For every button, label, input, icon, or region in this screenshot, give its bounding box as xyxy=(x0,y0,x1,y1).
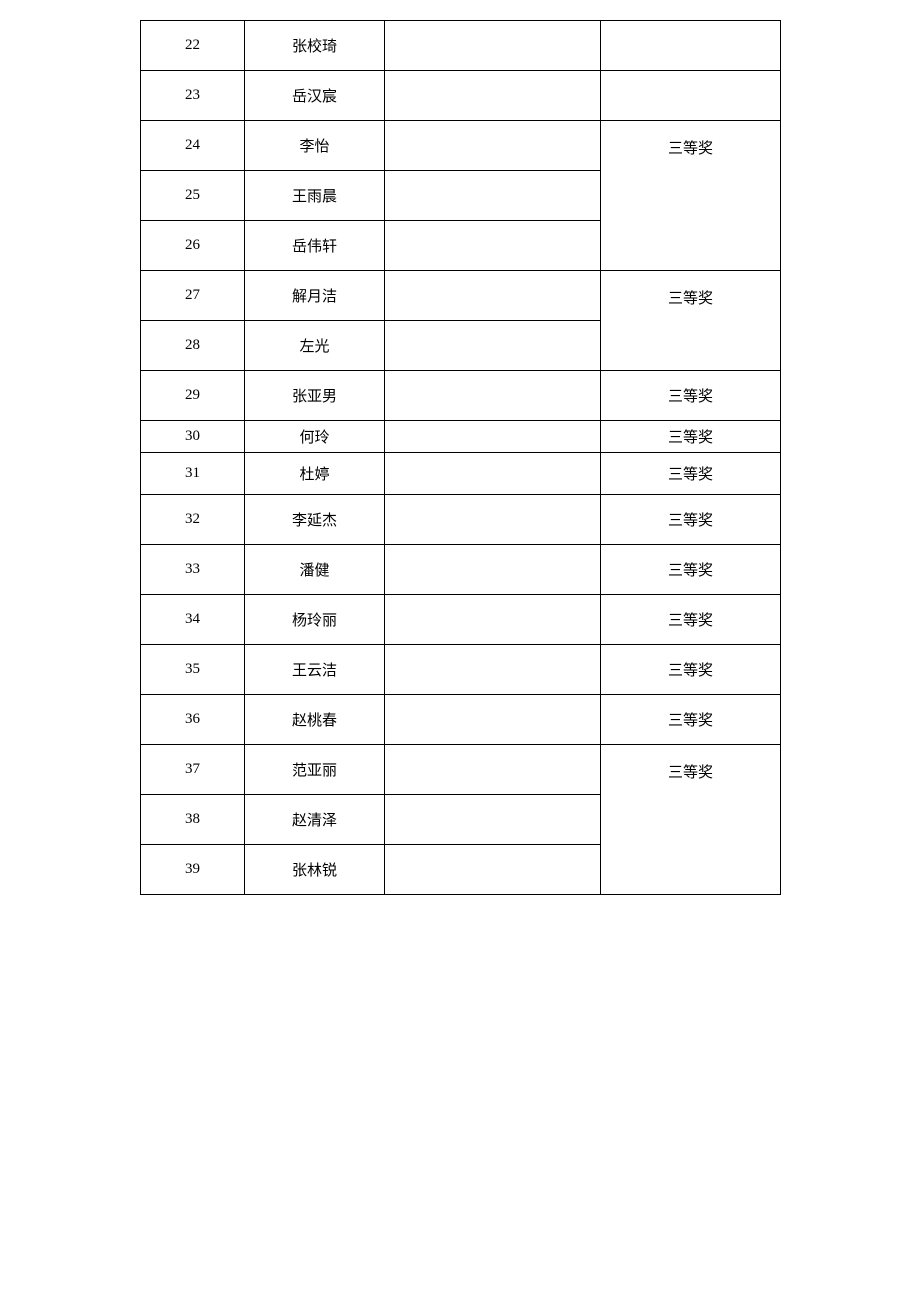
row-id: 32 xyxy=(141,495,245,545)
table-row: 32李延杰 三等奖 xyxy=(141,495,781,545)
row-col3 xyxy=(385,495,601,545)
table-row: 24李怡三等奖 xyxy=(141,121,781,171)
row-col3 xyxy=(385,371,601,421)
row-id: 39 xyxy=(141,845,245,895)
row-id: 38 xyxy=(141,795,245,845)
row-name: 左光 xyxy=(245,321,385,371)
row-id: 36 xyxy=(141,695,245,745)
row-id: 37 xyxy=(141,745,245,795)
row-award xyxy=(601,71,781,121)
row-col3 xyxy=(385,453,601,495)
row-award: 三等奖 xyxy=(601,745,781,895)
row-name: 李延杰 xyxy=(245,495,385,545)
row-col3 xyxy=(385,421,601,453)
row-award: 三等奖 xyxy=(601,271,781,371)
row-col3 xyxy=(385,21,601,71)
row-col3 xyxy=(385,545,601,595)
table-row: 37范亚丽三等奖 xyxy=(141,745,781,795)
row-col3 xyxy=(385,221,601,271)
row-name: 张亚男 xyxy=(245,371,385,421)
row-name: 李怡 xyxy=(245,121,385,171)
table-row: 30何玲 三等奖 xyxy=(141,421,781,453)
table-row: 23岳汉宸 xyxy=(141,71,781,121)
row-col3 xyxy=(385,171,601,221)
row-col3 xyxy=(385,645,601,695)
row-id: 28 xyxy=(141,321,245,371)
row-name: 赵桃春 xyxy=(245,695,385,745)
row-col3 xyxy=(385,121,601,171)
row-award: 三等奖 xyxy=(601,371,781,421)
row-award: 三等奖 xyxy=(601,121,781,271)
table-row: 31杜婷 三等奖 xyxy=(141,453,781,495)
row-name: 杨玲丽 xyxy=(245,595,385,645)
row-name: 张林锐 xyxy=(245,845,385,895)
row-name: 王云洁 xyxy=(245,645,385,695)
row-award: 三等奖 xyxy=(601,545,781,595)
row-id: 34 xyxy=(141,595,245,645)
row-name: 范亚丽 xyxy=(245,745,385,795)
row-name: 何玲 xyxy=(245,421,385,453)
table-row: 34杨玲丽 三等奖 xyxy=(141,595,781,645)
table-row: 29张亚男 三等奖 xyxy=(141,371,781,421)
row-award: 三等奖 xyxy=(601,595,781,645)
row-col3 xyxy=(385,745,601,795)
table-container: 22张校琦23岳汉宸24李怡三等奖25王雨晨26岳伟轩27解月洁三等奖28左光2… xyxy=(140,20,780,895)
row-name: 岳伟轩 xyxy=(245,221,385,271)
row-col3 xyxy=(385,795,601,845)
table-row: 36赵桃春 三等奖 xyxy=(141,695,781,745)
row-id: 35 xyxy=(141,645,245,695)
table-row: 35王云洁 三等奖 xyxy=(141,645,781,695)
row-name: 赵清泽 xyxy=(245,795,385,845)
row-col3 xyxy=(385,595,601,645)
row-name: 解月洁 xyxy=(245,271,385,321)
row-name: 杜婷 xyxy=(245,453,385,495)
row-award xyxy=(601,21,781,71)
row-id: 30 xyxy=(141,421,245,453)
row-id: 23 xyxy=(141,71,245,121)
row-id: 33 xyxy=(141,545,245,595)
row-name: 潘健 xyxy=(245,545,385,595)
row-award: 三等奖 xyxy=(601,495,781,545)
row-award: 三等奖 xyxy=(601,421,781,453)
row-id: 25 xyxy=(141,171,245,221)
row-id: 31 xyxy=(141,453,245,495)
row-id: 27 xyxy=(141,271,245,321)
row-col3 xyxy=(385,271,601,321)
awards-table: 22张校琦23岳汉宸24李怡三等奖25王雨晨26岳伟轩27解月洁三等奖28左光2… xyxy=(140,20,781,895)
row-id: 24 xyxy=(141,121,245,171)
row-award: 三等奖 xyxy=(601,695,781,745)
table-row: 22张校琦 xyxy=(141,21,781,71)
row-col3 xyxy=(385,321,601,371)
table-row: 27解月洁三等奖 xyxy=(141,271,781,321)
row-name: 张校琦 xyxy=(245,21,385,71)
row-col3 xyxy=(385,845,601,895)
row-id: 26 xyxy=(141,221,245,271)
row-name: 岳汉宸 xyxy=(245,71,385,121)
row-name: 王雨晨 xyxy=(245,171,385,221)
row-award: 三等奖 xyxy=(601,645,781,695)
row-col3 xyxy=(385,71,601,121)
row-col3 xyxy=(385,695,601,745)
row-id: 22 xyxy=(141,21,245,71)
table-row: 33潘健 三等奖 xyxy=(141,545,781,595)
row-award: 三等奖 xyxy=(601,453,781,495)
row-id: 29 xyxy=(141,371,245,421)
